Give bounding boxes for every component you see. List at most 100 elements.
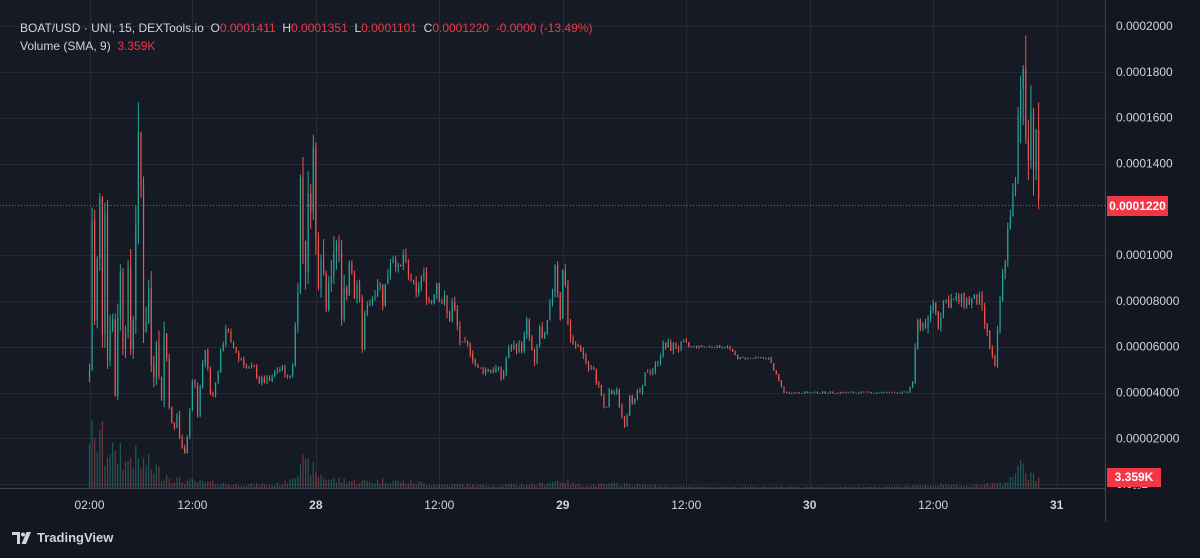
volume-bar (1007, 482, 1009, 488)
candle-body (346, 288, 348, 296)
candle-body (389, 262, 392, 276)
volume-bar (315, 472, 317, 488)
candle-body (227, 329, 230, 332)
volume-bar (598, 483, 600, 488)
candle-body (716, 345, 718, 349)
candle-body (322, 260, 325, 274)
time-axis[interactable]: 02:00 12:00 28 12:00 29 12:00 30 12:00 31 (74, 498, 1063, 512)
volume-bar (531, 483, 533, 488)
candle-body (348, 262, 350, 296)
candle-body (490, 370, 492, 372)
x-tick-label: 12:00 (918, 498, 948, 512)
volume-bar (857, 486, 860, 488)
volume-bar (248, 484, 250, 488)
candle-body (860, 391, 862, 394)
symbol-title[interactable]: BOAT/USD · UNI, 15, DEXTools.io (20, 21, 204, 35)
volume-bar (405, 484, 407, 488)
candle-body (431, 301, 433, 303)
volume-bar (304, 458, 307, 488)
price-chart[interactable] (0, 0, 1105, 488)
candle-body (1030, 110, 1032, 161)
volume-bar (325, 479, 327, 488)
volume-bar (541, 482, 543, 488)
low-label: L (354, 21, 362, 35)
candle-body (214, 382, 217, 396)
volume-bar (546, 483, 548, 488)
candle-body (904, 391, 906, 393)
candle-body (780, 380, 783, 387)
close-label: C (423, 21, 433, 35)
volume-bar (757, 486, 759, 488)
volume-bar (575, 484, 577, 488)
volume-bar (577, 483, 579, 488)
candle-body (955, 295, 957, 299)
candle-body (811, 392, 813, 393)
volume-bar (960, 485, 963, 488)
candle-body (276, 370, 278, 372)
volume-bar (289, 479, 291, 488)
candle-body (896, 392, 898, 394)
candle-body (315, 147, 317, 238)
volume-bar (554, 481, 556, 488)
volume-bar (479, 485, 482, 488)
candle-body (703, 346, 705, 348)
volume-bar (973, 484, 975, 488)
volume-bar (634, 485, 636, 488)
candle-body (575, 344, 577, 346)
tradingview-brand[interactable]: TradingView (12, 530, 113, 545)
candle-body (413, 279, 415, 283)
candle-body (119, 272, 121, 319)
volume-bar (209, 481, 212, 488)
volume-bar (935, 485, 937, 488)
volume-bar (580, 485, 582, 488)
volume-indicator-label[interactable]: Volume (SMA, 9) (20, 39, 111, 53)
candle-body (613, 392, 615, 394)
volume-bar (567, 479, 569, 488)
candle-body (546, 320, 548, 333)
volume-bar (991, 482, 993, 488)
candle-body (816, 391, 819, 394)
volume-bar (348, 480, 350, 488)
candle-body (677, 348, 680, 350)
x-tick-label: 29 (556, 498, 570, 512)
volume-bar (595, 486, 597, 488)
price-axis[interactable]: 0.0002000 0.0001800 0.0001600 0.0001400 0.00… (1116, 19, 1180, 491)
candle-body (220, 350, 222, 373)
volume-bar (803, 487, 806, 488)
y-tick-label: 0.0001000 (1116, 248, 1173, 262)
volume-bar (441, 484, 443, 488)
volume-bar (1025, 473, 1027, 488)
candle-body (1007, 228, 1009, 262)
candle-body (258, 377, 260, 383)
candle-body (757, 356, 759, 358)
volume-bar (703, 487, 705, 488)
volume-bar (428, 485, 430, 488)
candle-body (166, 333, 168, 359)
volume-bar (317, 477, 320, 488)
volume-bar (171, 483, 173, 488)
y-tick-label: 0.00008000 (1116, 294, 1180, 308)
candle-body (286, 376, 289, 378)
candle-body (755, 356, 757, 359)
candle-body (667, 342, 669, 348)
candle-body (1012, 190, 1014, 217)
chart-pane[interactable]: BOAT/USD · UNI, 15, DEXTools.io O0.00014… (0, 0, 1105, 488)
volume-bar (708, 487, 711, 488)
candle-body (762, 357, 765, 359)
candle-body (1002, 273, 1004, 301)
candle-body (821, 391, 824, 394)
candle-body (400, 264, 402, 266)
candle-body (176, 415, 178, 429)
volume-bar (896, 485, 898, 488)
candle-body (976, 294, 978, 305)
volume-bar (101, 421, 103, 488)
candle-body (171, 407, 173, 423)
tradingview-logo-icon (12, 531, 31, 544)
candle-body (978, 293, 981, 305)
candle-body (641, 385, 644, 393)
candle-body (626, 415, 628, 427)
volume-bar (909, 486, 911, 488)
volume-bar (166, 475, 168, 488)
candle-body (747, 357, 749, 360)
volume-bar (860, 487, 862, 488)
